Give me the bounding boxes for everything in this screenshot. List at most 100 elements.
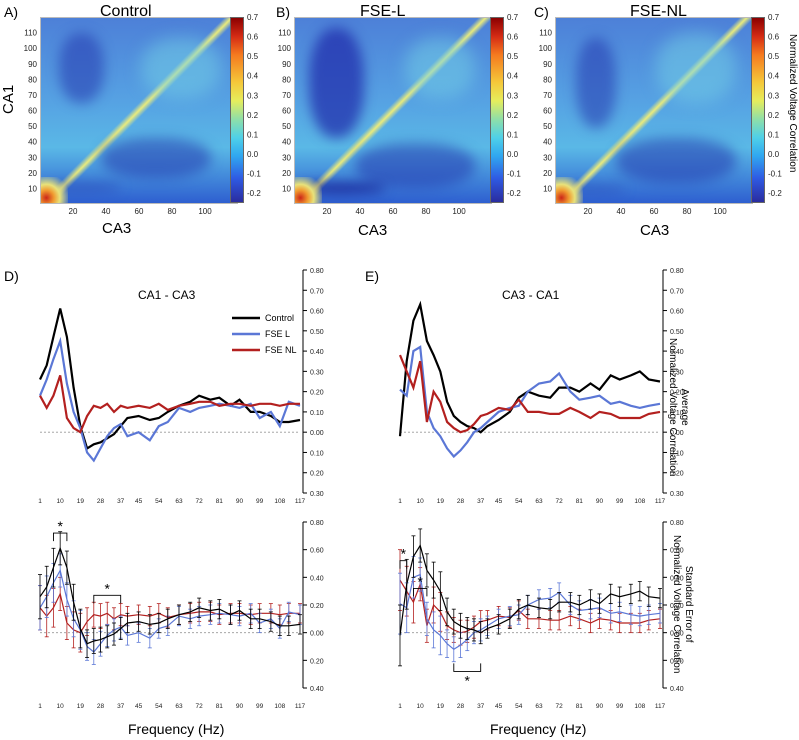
y-tick-label: 0.00: [310, 430, 324, 437]
x-tick-label: 45: [135, 703, 143, 710]
heatmap-c-ytick: 70: [543, 91, 552, 100]
x-tick-label: 99: [616, 498, 624, 505]
colorbar-tick: 0.6: [768, 33, 780, 42]
x-tick-label: 63: [535, 498, 543, 505]
x-axis-title-e: Frequency (Hz): [490, 721, 587, 737]
heatmap-a-xtick: 20: [69, 207, 78, 216]
y-tick-label: 0.50: [310, 329, 324, 336]
significance-star: *: [57, 518, 63, 534]
x-tick-label: 117: [295, 498, 306, 505]
series-line-fse-nl: [39, 375, 300, 434]
colorbar-tick: 0.1: [507, 130, 519, 139]
heatmap-xlabel-c: CA3: [640, 222, 670, 239]
y-tick-label: 0.10: [310, 450, 324, 457]
colorbar-tick: 0.0: [507, 150, 519, 159]
y-tick-label: 0.40: [670, 349, 684, 356]
x-tick-label: 28: [457, 498, 465, 505]
colorbar-tick: 0.1: [768, 130, 780, 139]
y-tick-label: 0.20: [670, 603, 684, 610]
heatmap-b-ytick: 10: [282, 184, 291, 193]
y-tick-label: 0.30: [670, 491, 684, 498]
x-tick-label: 72: [556, 498, 564, 505]
x-tick-label: 108: [634, 703, 645, 710]
y-tick-label: 0.20: [310, 603, 324, 610]
series-line-control: [39, 546, 301, 645]
colorbar-tick: 0.5: [507, 52, 519, 61]
colorbar-tick: 0.2: [768, 111, 780, 120]
significance-bracket: [399, 560, 408, 569]
heatmap-xlabel-a: CA3: [102, 220, 132, 237]
x-tick-label: 1: [398, 703, 402, 710]
panel-c-label: C): [534, 4, 549, 20]
x-tick-label: 81: [216, 498, 224, 505]
heatmap-a-ytick: 10: [28, 184, 37, 193]
colorbar-tick: 0.6: [507, 33, 519, 42]
heatmap-a-ytick: 40: [28, 138, 37, 147]
heatmap-c-ytick: 110: [539, 29, 552, 38]
x-tick-label: 117: [655, 703, 666, 710]
x-tick-label: 54: [515, 498, 523, 505]
series-line-fse-l: [399, 573, 661, 651]
heatmap-c-ytick: 50: [543, 122, 552, 131]
x-tick-label: 81: [576, 703, 584, 710]
x-tick-label: 72: [196, 703, 204, 710]
x-tick-label: 1: [38, 703, 42, 710]
x-tick-label: 90: [236, 703, 244, 710]
series-line-fse-l: [39, 568, 301, 653]
heatmap-b-ytick: 70: [282, 91, 291, 100]
colorbar-tick: 0.0: [247, 150, 259, 159]
colorbar-tick: 0.7: [507, 13, 519, 22]
x-tick-label: 54: [515, 703, 523, 710]
heatmap-c-ytick: 40: [543, 138, 552, 147]
y-tick-label: 0.80: [670, 520, 684, 527]
heatmap-a-ytick: 110: [24, 29, 37, 38]
heatmap-c-ytick: 100: [539, 44, 553, 53]
colorbar-tick: 0.5: [768, 52, 780, 61]
heatmap-c-xtick: 40: [617, 207, 626, 216]
x-tick-label: 90: [596, 703, 604, 710]
heatmap-a-ytick: 50: [28, 122, 37, 131]
heatmap-b-xtick: 20: [323, 207, 332, 216]
heatmap-c-ytick: 60: [543, 107, 552, 116]
x-tick-label: 63: [535, 703, 543, 710]
x-tick-label: 99: [616, 703, 624, 710]
heatmap-b-ytick: 60: [282, 107, 291, 116]
series-line-fse-l: [38, 336, 301, 463]
x-tick-label: 1: [398, 498, 402, 505]
significance-bracket: [453, 663, 482, 672]
series-line-fse-l: [399, 345, 661, 459]
x-tick-label: 28: [97, 498, 105, 505]
y-tick-label: 0.30: [310, 491, 324, 498]
colorbar-tick: 0.4: [247, 72, 259, 81]
legend-label: FSE NL: [265, 345, 297, 355]
heatmap-a-ytick: 80: [28, 75, 37, 84]
panel-b-label: B): [276, 4, 290, 20]
y-tick-label: 0.60: [310, 548, 324, 555]
y-tick-label: 0.20: [670, 658, 684, 665]
colorbar-tick: -0.1: [768, 170, 782, 179]
x-tick-label: 117: [655, 498, 666, 505]
heatmap-b-ytick: 30: [282, 153, 291, 162]
heatmap-control: [40, 17, 238, 204]
y-tick-label: 0.20: [310, 471, 324, 478]
y-tick-label: 0.30: [310, 369, 324, 376]
heatmap-b-ytick: 20: [282, 169, 291, 178]
colorbar-tick: 0.4: [507, 72, 519, 81]
colorbar-tick: -0.2: [507, 189, 521, 198]
y-tick-label: 0.10: [670, 450, 684, 457]
x-tick-label: 54: [155, 703, 163, 710]
y-tick-label: 0.60: [670, 548, 684, 555]
colorbar-b: [490, 17, 504, 203]
x-tick-label: 37: [117, 703, 125, 710]
significance-bracket: [412, 587, 428, 597]
heatmap-c-xtick: 80: [683, 207, 692, 216]
x-tick-label: 10: [57, 703, 65, 710]
heatmap-fse-nl: [555, 17, 753, 204]
y-tick-label: 0.40: [310, 575, 324, 582]
x-tick-label: 108: [274, 703, 285, 710]
heatmap-c-ytick: 20: [543, 169, 552, 178]
heatmap-c-ytick: 80: [543, 75, 552, 84]
heatmap-c-xtick: 100: [713, 207, 727, 216]
x-tick-label: 37: [477, 498, 485, 505]
